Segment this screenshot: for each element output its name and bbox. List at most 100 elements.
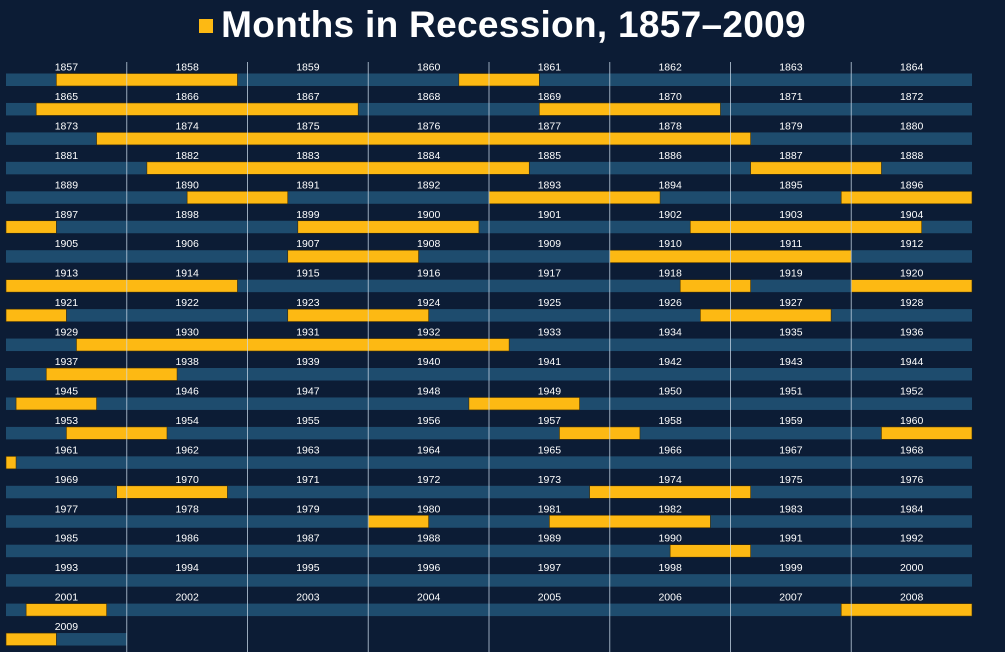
year-label-1901: 1901	[538, 209, 562, 221]
recession-bar-1929-08-to-1933-03	[76, 338, 510, 352]
year-label-1881: 1881	[55, 150, 79, 162]
year-label-1993: 1993	[55, 562, 79, 574]
year-label-1872: 1872	[900, 91, 924, 103]
year-label-1956: 1956	[417, 415, 441, 427]
year-label-1885: 1885	[538, 150, 562, 162]
year-label-1857: 1857	[55, 62, 79, 74]
recession-bar-2007-12-to-2009-06	[5, 632, 57, 646]
year-label-1877: 1877	[538, 120, 562, 132]
recession-bar-1920-01-to-1921-07	[5, 308, 67, 322]
year-label-1882: 1882	[175, 150, 199, 162]
year-label-1870: 1870	[658, 91, 682, 103]
year-label-1969: 1969	[55, 474, 79, 486]
year-label-1880: 1880	[900, 120, 924, 132]
recession-bar-1882-03-to-1885-05	[146, 161, 530, 175]
year-label-1927: 1927	[779, 297, 803, 309]
year-label-1941: 1941	[538, 356, 562, 368]
year-label-1985: 1985	[55, 533, 79, 545]
year-label-1988: 1988	[417, 533, 441, 545]
year-label-1911: 1911	[780, 238, 803, 250]
year-label-1899: 1899	[296, 209, 320, 221]
year-label-1895: 1895	[779, 179, 803, 191]
year-label-1867: 1867	[296, 91, 320, 103]
year-label-1903: 1903	[779, 209, 803, 221]
year-label-1972: 1972	[417, 474, 441, 486]
recession-bar-1926-10-to-1927-11	[700, 308, 832, 322]
year-label-1920: 1920	[900, 268, 924, 280]
year-label-1921: 1921	[55, 297, 79, 309]
year-label-1898: 1898	[175, 209, 199, 221]
recession-bar-1981-07-to-1982-11	[549, 514, 711, 529]
year-label-1859: 1859	[296, 62, 320, 74]
year-label-1975: 1975	[779, 474, 803, 486]
recession-bar-1980-01-to-1980-07	[367, 514, 429, 529]
recession-bar-1973-11-to-1975-03	[589, 485, 751, 499]
year-label-1967: 1967	[779, 444, 803, 456]
year-label-1955: 1955	[296, 415, 320, 427]
recession-bar-1857-06-to-1858-12	[56, 73, 238, 87]
year-label-1945: 1945	[55, 385, 79, 397]
year-label-1916: 1916	[417, 268, 441, 280]
year-label-1943: 1943	[779, 356, 803, 368]
year-label-1902: 1902	[658, 209, 682, 221]
year-label-1925: 1925	[538, 297, 562, 309]
year-label-1910: 1910	[658, 238, 682, 250]
recession-bar-2007-12-to-2009-06	[840, 603, 973, 617]
year-label-1913: 1913	[55, 268, 79, 280]
year-label-2009: 2009	[55, 621, 79, 633]
recession-bar-1957-08-to-1958-04	[559, 426, 641, 440]
year-label-1987: 1987	[296, 533, 320, 545]
year-label-1861: 1861	[538, 62, 562, 74]
recession-bar-1895-12-to-1897-06	[840, 191, 973, 205]
year-label-1930: 1930	[175, 327, 199, 339]
year-label-1990: 1990	[658, 533, 682, 545]
year-label-2004: 2004	[417, 592, 441, 604]
year-label-1912: 1912	[900, 238, 924, 250]
year-label-1982: 1982	[658, 503, 682, 515]
year-label-1923: 1923	[296, 297, 320, 309]
year-label-1977: 1977	[55, 503, 79, 515]
year-label-1876: 1876	[417, 120, 441, 132]
year-label-1918: 1918	[658, 268, 682, 280]
year-label-1933: 1933	[538, 327, 562, 339]
year-label-1971: 1971	[296, 474, 320, 486]
year-label-1963: 1963	[296, 444, 320, 456]
year-label-1904: 1904	[900, 209, 924, 221]
year-label-1915: 1915	[296, 268, 320, 280]
recession-bar-2001-03-to-2001-11	[25, 603, 107, 617]
year-label-1962: 1962	[175, 444, 199, 456]
recession-bar-1918-08-to-1919-03	[679, 279, 751, 293]
year-label-1939: 1939	[296, 356, 320, 368]
year-label-1960: 1960	[900, 415, 924, 427]
year-label-1965: 1965	[538, 444, 562, 456]
year-label-1889: 1889	[55, 179, 79, 191]
chart-title: Months in Recession, 1857–2009	[0, 0, 1005, 50]
year-label-1973: 1973	[538, 474, 562, 486]
year-label-1884: 1884	[417, 150, 441, 162]
year-label-1986: 1986	[175, 533, 199, 545]
year-labels: 1857 1858 1859 1860 1861 1862 1863 1864 1865 1866…	[55, 62, 924, 634]
year-label-1924: 1924	[417, 297, 441, 309]
year-label-1894: 1894	[658, 179, 682, 191]
year-label-1970: 1970	[175, 474, 199, 486]
recession-bar-1990-07-to-1991-03	[669, 544, 751, 558]
year-label-1866: 1866	[175, 91, 199, 103]
year-label-1978: 1978	[175, 503, 199, 515]
year-label-1878: 1878	[658, 120, 682, 132]
year-label-1886: 1886	[658, 150, 682, 162]
year-label-1926: 1926	[658, 297, 682, 309]
year-label-2007: 2007	[779, 592, 803, 604]
year-label-1897: 1897	[55, 209, 79, 221]
year-label-1992: 1992	[900, 533, 924, 545]
year-label-1869: 1869	[538, 91, 562, 103]
recession-bar-1865-04-to-1867-12	[35, 102, 359, 116]
recession-bar-1899-06-to-1900-12	[297, 220, 480, 234]
year-label-1860: 1860	[417, 62, 441, 74]
year-label-1966: 1966	[658, 444, 682, 456]
year-label-1891: 1891	[296, 179, 320, 191]
year-label-1950: 1950	[658, 385, 682, 397]
year-label-1892: 1892	[417, 179, 441, 191]
year-label-2005: 2005	[538, 592, 562, 604]
year-label-1948: 1948	[417, 385, 441, 397]
year-label-1893: 1893	[538, 179, 562, 191]
